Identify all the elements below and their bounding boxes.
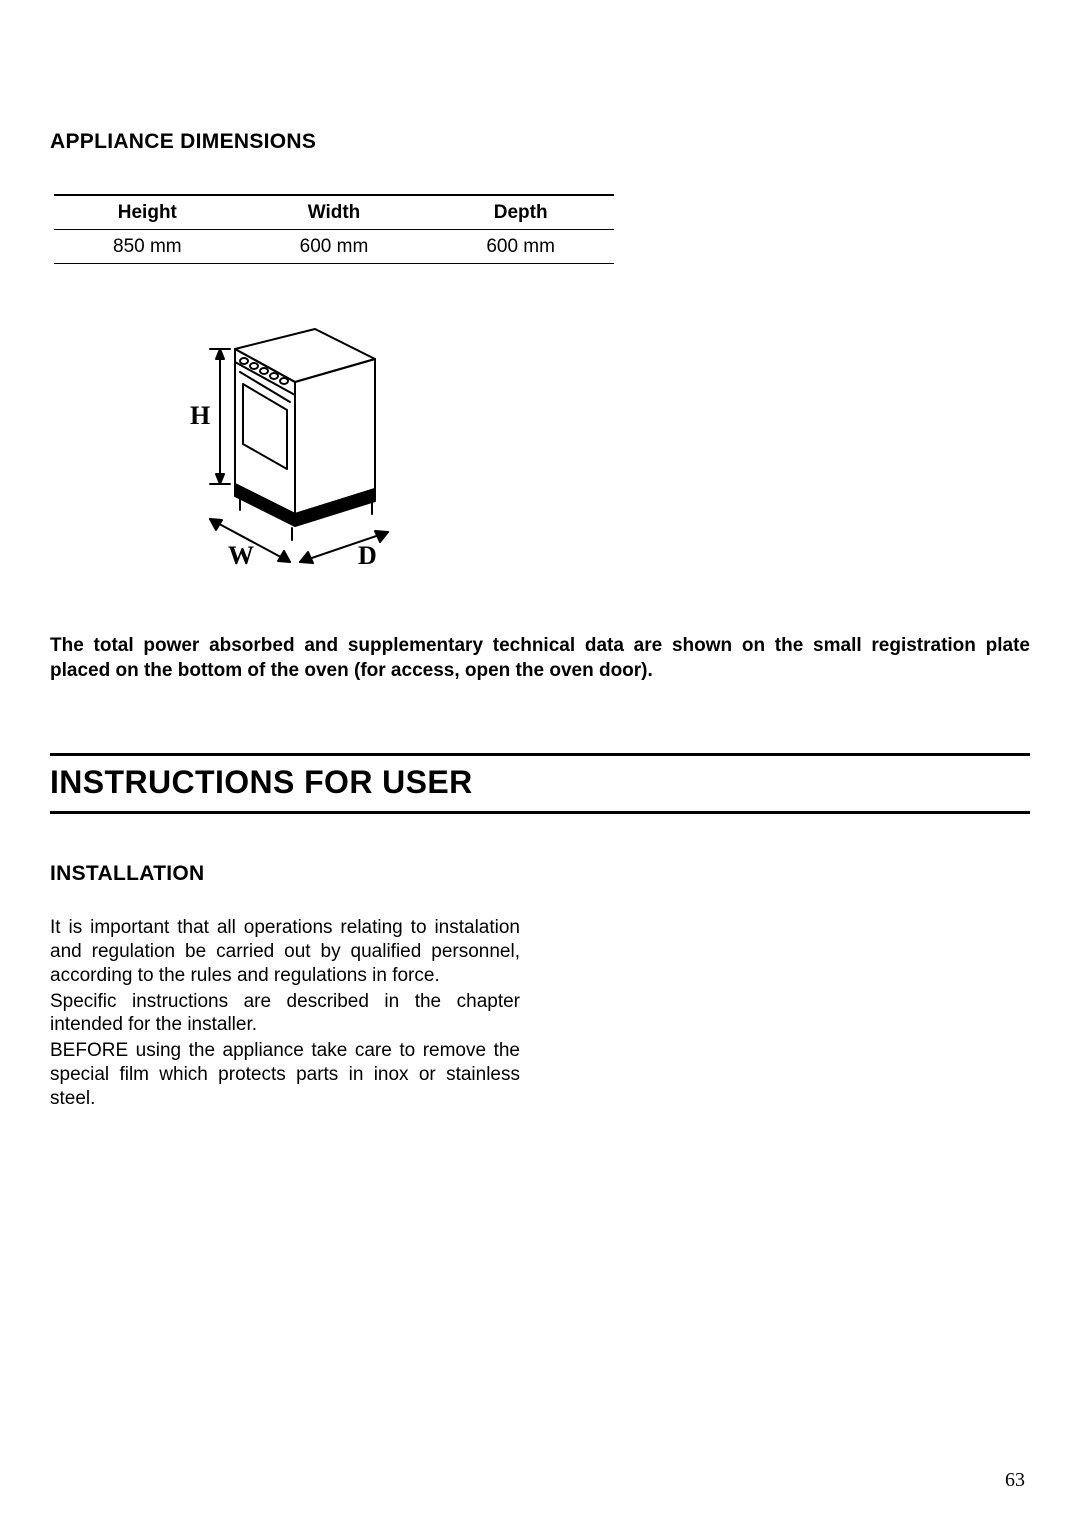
main-heading-instructions: INSTRUCTIONS FOR USER bbox=[50, 764, 1030, 801]
cell-width: 600 mm bbox=[241, 230, 428, 264]
cell-depth: 600 mm bbox=[427, 230, 614, 264]
subheading-installation: INSTALLATION bbox=[50, 862, 1030, 886]
installation-para-2: Specific instructions are described in t… bbox=[50, 990, 520, 1038]
diagram-label-d: D bbox=[358, 541, 377, 570]
manual-page: APPLIANCE DIMENSIONS Height Width Depth … bbox=[0, 0, 1080, 1528]
main-heading-rule: INSTRUCTIONS FOR USER bbox=[50, 753, 1030, 814]
dimensions-table: Height Width Depth 850 mm 600 mm 600 mm bbox=[54, 194, 614, 264]
diagram-label-w: W bbox=[228, 541, 254, 570]
section-title-dimensions: APPLIANCE DIMENSIONS bbox=[50, 130, 1030, 154]
registration-plate-note: The total power absorbed and supplementa… bbox=[50, 634, 1030, 683]
installation-body: It is important that all operations rela… bbox=[50, 916, 520, 1110]
table-row: 850 mm 600 mm 600 mm bbox=[54, 230, 614, 264]
col-header-depth: Depth bbox=[427, 195, 614, 230]
diagram-label-h: H bbox=[190, 401, 210, 430]
installation-para-3: BEFORE using the appliance take care to … bbox=[50, 1039, 520, 1110]
oven-isometric-icon: H W D bbox=[140, 314, 420, 574]
col-header-width: Width bbox=[241, 195, 428, 230]
table-header-row: Height Width Depth bbox=[54, 195, 614, 230]
cell-height: 850 mm bbox=[54, 230, 241, 264]
appliance-diagram: H W D bbox=[140, 314, 1030, 579]
installation-para-1: It is important that all operations rela… bbox=[50, 916, 520, 987]
page-number: 63 bbox=[1005, 1469, 1025, 1492]
col-header-height: Height bbox=[54, 195, 241, 230]
